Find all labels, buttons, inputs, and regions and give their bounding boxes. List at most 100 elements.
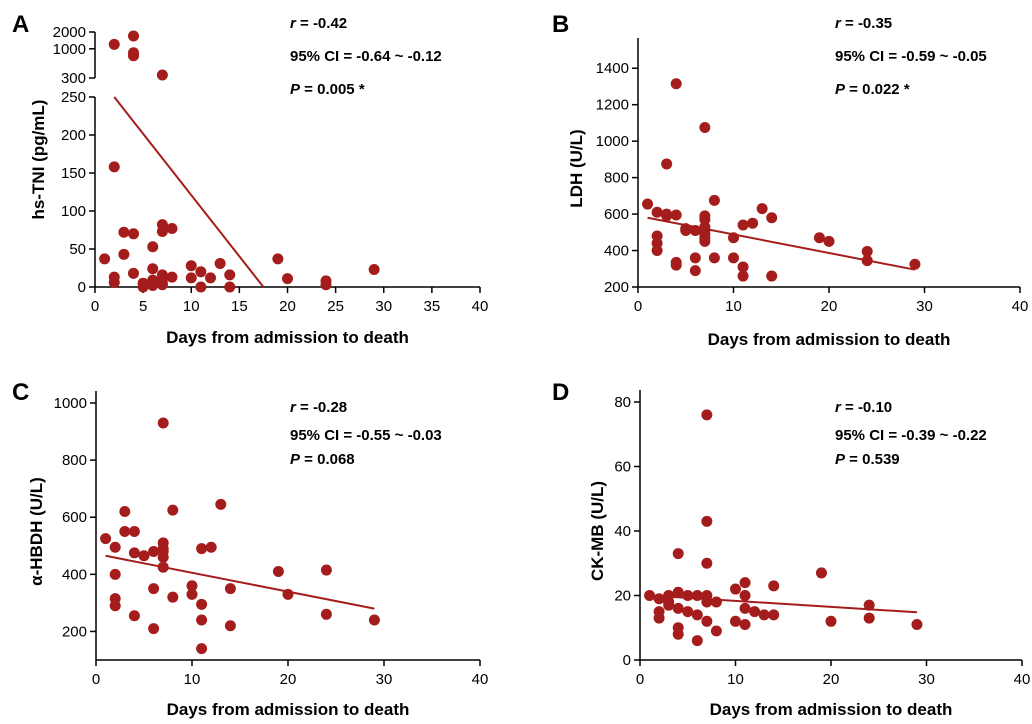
y-tick-label: 80 bbox=[614, 394, 631, 411]
data-point bbox=[108, 276, 120, 288]
data-point bbox=[167, 504, 179, 516]
data-point bbox=[282, 588, 294, 600]
x-tick-label: 10 bbox=[727, 671, 744, 688]
x-tick-label: 0 bbox=[636, 671, 644, 688]
stat-p-value: = 0.005 * bbox=[300, 81, 365, 98]
y-tick-label: 1000 bbox=[54, 395, 87, 412]
x-tick-label: 40 bbox=[472, 671, 489, 688]
y-tick-label: 200 bbox=[62, 623, 87, 640]
data-point bbox=[651, 245, 663, 257]
x-tick-label: 40 bbox=[1014, 671, 1031, 688]
stat-r-value: = -0.28 bbox=[296, 399, 347, 416]
data-point bbox=[128, 526, 140, 537]
stat-p-symbol: P bbox=[290, 451, 301, 468]
data-point bbox=[118, 248, 130, 260]
data-point bbox=[701, 557, 713, 569]
data-point bbox=[166, 222, 178, 234]
data-point bbox=[758, 609, 770, 621]
data-point bbox=[644, 590, 656, 601]
data-point bbox=[708, 252, 720, 264]
x-axis-label: Days from admission to death bbox=[166, 328, 409, 347]
data-point bbox=[672, 548, 684, 560]
y-tick-label: 20 bbox=[614, 588, 631, 605]
data-point bbox=[320, 608, 332, 620]
data-point bbox=[728, 252, 739, 264]
data-point bbox=[272, 565, 284, 577]
data-point bbox=[670, 78, 682, 90]
data-point bbox=[128, 50, 139, 62]
data-point bbox=[653, 593, 665, 605]
x-tick-label: 10 bbox=[725, 298, 742, 315]
stat-p: P = 0.005 * bbox=[290, 81, 365, 98]
data-point bbox=[691, 590, 703, 601]
stat-ci: 95% CI = -0.59 ~ -0.05 bbox=[835, 48, 987, 65]
y-axis-label: α-HBDH (U/L) bbox=[27, 477, 46, 586]
stat-p-symbol: P bbox=[290, 81, 301, 98]
data-point bbox=[157, 551, 169, 563]
data-point bbox=[128, 30, 139, 42]
data-point bbox=[320, 564, 332, 576]
y-tick-label: 200 bbox=[604, 279, 629, 296]
y-tick-label: 800 bbox=[62, 452, 87, 469]
data-point bbox=[166, 271, 178, 283]
x-tick-label: 30 bbox=[376, 671, 393, 688]
x-tick-label: 25 bbox=[327, 298, 344, 315]
data-point bbox=[147, 279, 159, 291]
stat-r-symbol: r bbox=[835, 15, 842, 32]
data-point bbox=[701, 409, 713, 421]
data-point bbox=[224, 583, 236, 595]
data-point bbox=[195, 281, 207, 293]
data-point bbox=[147, 241, 159, 253]
data-point bbox=[224, 620, 236, 632]
data-point bbox=[682, 606, 694, 618]
y-tick-label: 300 bbox=[61, 70, 86, 87]
data-point bbox=[689, 224, 701, 236]
x-tick-label: 30 bbox=[916, 298, 933, 315]
data-point bbox=[109, 600, 121, 612]
panel-d: 0 20 40 60 80 0 10 20 30 40 Days from admission to… bbox=[552, 379, 1030, 719]
data-point bbox=[768, 580, 780, 592]
data-point bbox=[653, 612, 665, 624]
stat-r-symbol: r bbox=[290, 399, 297, 416]
data-point bbox=[642, 198, 654, 210]
data-point bbox=[663, 599, 675, 611]
y-axis-label: LDH (U/L) bbox=[567, 129, 586, 207]
stat-r-value: = -0.42 bbox=[296, 15, 347, 32]
y-tick-label: 200 bbox=[61, 127, 86, 144]
x-tick-label: 35 bbox=[424, 298, 441, 315]
data-point bbox=[699, 235, 711, 247]
y-tick-label: 100 bbox=[61, 203, 86, 220]
stat-r-value: = -0.35 bbox=[841, 15, 892, 32]
y-axis-label: CK-MB (U/L) bbox=[588, 481, 607, 581]
stat-p-value: = 0.022 * bbox=[845, 81, 910, 98]
x-tick-label: 40 bbox=[472, 298, 489, 315]
data-point bbox=[214, 257, 226, 269]
x-axis-label: Days from admission to death bbox=[167, 700, 410, 719]
data-point bbox=[701, 596, 713, 608]
data-point bbox=[195, 266, 207, 278]
data-point bbox=[368, 264, 380, 276]
data-point bbox=[224, 269, 236, 281]
data-point bbox=[109, 568, 121, 580]
data-point bbox=[672, 586, 684, 598]
y-tick-label: 2000 bbox=[53, 24, 86, 41]
data-point bbox=[909, 258, 921, 270]
y-axis-label: hs-TNI (pg/mL) bbox=[29, 100, 48, 220]
data-point bbox=[157, 561, 169, 573]
x-tick-label: 20 bbox=[821, 298, 838, 315]
stat-p-value: = 0.539 bbox=[845, 451, 900, 468]
stat-r: r = -0.28 bbox=[290, 399, 347, 416]
data-point bbox=[156, 279, 168, 291]
data-point bbox=[156, 226, 168, 238]
data-point bbox=[137, 281, 149, 293]
data-point bbox=[661, 208, 673, 220]
y-tick-label: 0 bbox=[78, 279, 86, 296]
data-point bbox=[185, 260, 197, 272]
data-point bbox=[710, 596, 722, 608]
data-point bbox=[205, 541, 217, 553]
data-point bbox=[100, 533, 112, 545]
x-tick-label: 5 bbox=[139, 298, 147, 315]
data-point bbox=[205, 272, 216, 284]
